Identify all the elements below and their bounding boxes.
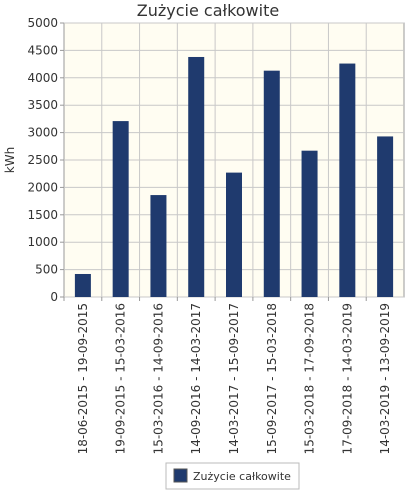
x-tick-label: 14-09-2016 - 14-03-2017: [189, 303, 203, 454]
y-tick-label: 0: [50, 290, 58, 304]
x-tick-label: 17-09-2018 - 14-03-2019: [340, 303, 354, 454]
y-tick-label: 500: [35, 263, 58, 277]
y-axis-ticks: 0 500 1000 1500 2000 2500 3000 3500 4000 4500 5000: [27, 16, 64, 304]
y-tick-label: 4500: [27, 43, 58, 57]
legend-swatch: [173, 468, 188, 483]
legend-label: Zużycie całkowite: [193, 470, 291, 483]
y-tick-label: 1000: [27, 235, 58, 249]
bar[interactable]: [74, 273, 91, 297]
x-tick-label: 19-09-2015 - 15-03-2016: [114, 303, 128, 454]
chart-title: Zużycie całkowite: [137, 1, 279, 20]
y-tick-label: 3500: [27, 98, 58, 112]
y-tick-label: 2500: [27, 153, 58, 167]
y-tick-label: 1500: [27, 208, 58, 222]
bar[interactable]: [263, 70, 280, 298]
legend-box: [165, 462, 300, 490]
legend[interactable]: Zużycie całkowite: [165, 462, 300, 490]
y-tick-label: 4000: [27, 71, 58, 85]
y-tick-label: 2000: [27, 180, 58, 194]
y-tick-label: 5000: [27, 16, 58, 30]
x-tick-label: 18-06-2015 - 19-09-2015: [76, 303, 90, 454]
bar[interactable]: [339, 63, 356, 297]
x-axis-ticks: 18-06-2015 - 19-09-2015 19-09-2015 - 15-0…: [63, 297, 392, 454]
y-tick-label: 3000: [27, 126, 58, 140]
x-tick-label: 14-03-2017 - 15-09-2017: [227, 303, 241, 454]
bar[interactable]: [150, 195, 167, 297]
x-tick-label: 14-03-2019 - 13-09-2019: [378, 303, 392, 454]
bar[interactable]: [188, 56, 205, 298]
bar[interactable]: [112, 121, 129, 297]
bars: [74, 56, 394, 298]
x-tick-label: 15-09-2017 - 15-03-2018: [265, 303, 279, 454]
x-tick-label: 15-03-2018 - 17-09-2018: [303, 303, 317, 454]
bar[interactable]: [301, 150, 318, 297]
bar[interactable]: [377, 136, 394, 297]
y-axis-label: kWh: [3, 147, 17, 173]
bar[interactable]: [226, 172, 242, 297]
x-tick-label: 15-03-2016 - 14-09-2016: [151, 303, 165, 454]
